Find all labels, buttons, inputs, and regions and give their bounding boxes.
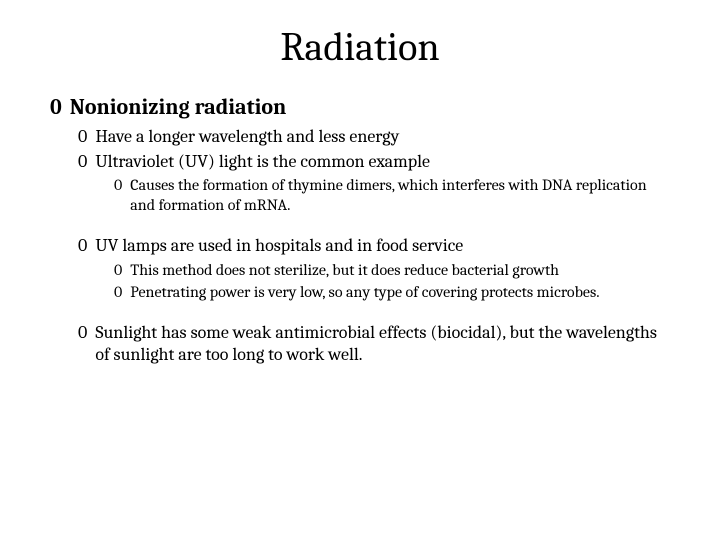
spacer xyxy=(50,217,670,235)
bullet-lvl2: 0 Ultraviolet (UV) light is the common e… xyxy=(78,151,670,174)
bullet-icon: 0 xyxy=(78,151,87,174)
bullet-text: Sunlight has some weak antimicrobial eff… xyxy=(95,322,670,367)
bullet-lvl1: 0 Nonionizing radiation xyxy=(50,94,670,120)
bullet-text: Have a longer wavelength and less energy xyxy=(95,126,670,149)
bullet-text: Penetrating power is very low, so any ty… xyxy=(130,282,670,302)
bullet-text: This method does not sterilize, but it d… xyxy=(130,260,670,280)
bullet-icon: 0 xyxy=(114,260,122,280)
slide-title: Radiation xyxy=(50,24,670,70)
bullet-lvl3: 0 Causes the formation of thymine dimers… xyxy=(114,175,670,215)
slide: Radiation 0 Nonionizing radiation 0 Have… xyxy=(0,0,720,540)
bullet-text: Nonionizing radiation xyxy=(70,94,670,120)
bullet-lvl2: 0 Sunlight has some weak antimicrobial e… xyxy=(78,322,670,367)
bullet-icon: 0 xyxy=(78,126,87,149)
spacer xyxy=(50,304,670,322)
bullet-text: Ultraviolet (UV) light is the common exa… xyxy=(95,151,670,174)
bullet-lvl2: 0 UV lamps are used in hospitals and in … xyxy=(78,235,670,258)
bullet-icon: 0 xyxy=(78,235,87,258)
bullet-icon: 0 xyxy=(114,282,122,302)
bullet-lvl3: 0 Penetrating power is very low, so any … xyxy=(114,282,670,302)
bullet-text: Causes the formation of thymine dimers, … xyxy=(130,175,670,215)
bullet-lvl2: 0 Have a longer wavelength and less ener… xyxy=(78,126,670,149)
bullet-text: UV lamps are used in hospitals and in fo… xyxy=(95,235,670,258)
bullet-lvl3: 0 This method does not sterilize, but it… xyxy=(114,260,670,280)
bullet-icon: 0 xyxy=(114,175,122,215)
bullet-icon: 0 xyxy=(78,322,87,367)
bullet-icon: 0 xyxy=(50,94,62,120)
